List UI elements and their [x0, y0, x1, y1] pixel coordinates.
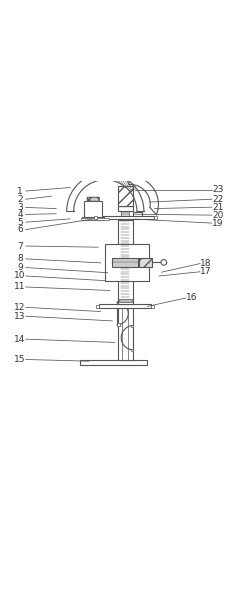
Bar: [81, 218, 109, 220]
Bar: [84, 201, 102, 217]
Text: 10: 10: [14, 271, 26, 280]
Bar: [121, 211, 129, 220]
Text: 9: 9: [17, 263, 23, 272]
Bar: [154, 216, 157, 218]
Text: 22: 22: [212, 195, 223, 203]
Bar: [118, 244, 133, 304]
Text: 3: 3: [17, 203, 23, 212]
Bar: [87, 197, 99, 201]
Text: 8: 8: [17, 255, 23, 264]
Text: 11: 11: [14, 283, 26, 292]
Bar: [80, 360, 147, 365]
Text: 16: 16: [186, 293, 198, 302]
Text: 6: 6: [17, 225, 23, 234]
Bar: [112, 258, 138, 267]
Text: 18: 18: [200, 259, 212, 268]
Bar: [94, 216, 97, 218]
Bar: [119, 299, 132, 302]
Text: 21: 21: [212, 203, 223, 212]
Bar: [87, 197, 99, 201]
Text: 15: 15: [14, 355, 26, 364]
Text: 23: 23: [212, 186, 223, 195]
Text: 19: 19: [212, 218, 223, 228]
Bar: [131, 349, 133, 351]
Bar: [151, 305, 154, 308]
Bar: [117, 301, 120, 303]
Bar: [133, 212, 142, 217]
Bar: [121, 220, 129, 304]
Text: 4: 4: [17, 210, 23, 219]
Text: 12: 12: [14, 303, 26, 312]
Bar: [82, 217, 104, 220]
Bar: [118, 220, 133, 244]
Bar: [139, 258, 152, 267]
Text: 14: 14: [14, 334, 26, 344]
Text: 13: 13: [14, 312, 26, 321]
Bar: [118, 186, 133, 206]
Bar: [117, 323, 120, 325]
Text: 1: 1: [17, 186, 23, 196]
Circle shape: [161, 259, 167, 265]
Bar: [118, 186, 133, 206]
Bar: [139, 258, 152, 267]
Bar: [105, 244, 149, 281]
Text: 17: 17: [200, 267, 212, 276]
Text: 5: 5: [17, 218, 23, 227]
Bar: [96, 305, 99, 308]
Bar: [118, 206, 133, 211]
Text: 20: 20: [212, 211, 223, 220]
Bar: [131, 325, 133, 327]
Bar: [118, 308, 133, 360]
Text: 2: 2: [17, 195, 23, 203]
Bar: [97, 215, 154, 219]
Bar: [99, 304, 151, 308]
Text: 7: 7: [17, 242, 23, 250]
